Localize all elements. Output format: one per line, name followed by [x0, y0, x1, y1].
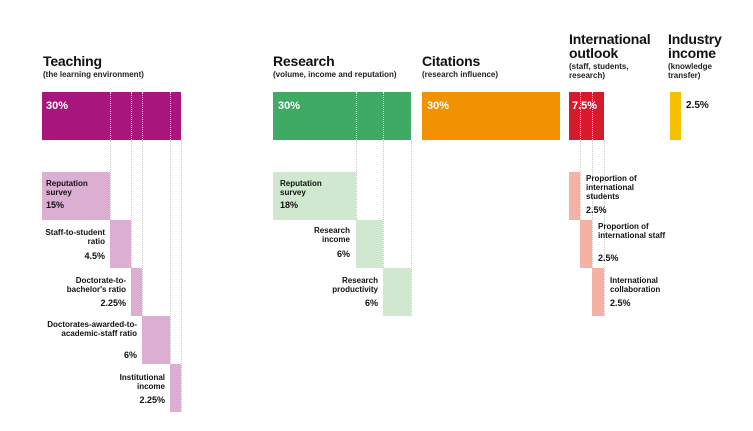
teaching-income-label: Institutional income	[119, 373, 165, 391]
guide-line	[411, 140, 412, 316]
guide-line	[592, 140, 593, 268]
research-subtitle: (volume, income and reputation)	[273, 70, 397, 79]
guide-line	[580, 140, 581, 220]
industry-main-percent: 2.5%	[686, 100, 709, 111]
research-productivity-box	[383, 268, 411, 316]
teaching-reputation-label: Reputation survey	[46, 179, 88, 197]
international-divider	[580, 92, 581, 140]
guide-line	[604, 140, 605, 316]
research-productivity-label: Research productivity	[332, 276, 378, 294]
teaching-doctorates-staff-box	[142, 316, 170, 364]
international-staff-box	[580, 220, 592, 268]
citations-main-percent: 30%	[427, 100, 450, 112]
international-students-box	[569, 172, 580, 220]
international-collaboration-box	[592, 268, 604, 316]
research-income-percent: 6%	[336, 249, 350, 259]
international-collaboration-label: International collaboration	[610, 276, 661, 294]
teaching-main-percent: 30%	[46, 100, 69, 112]
international-collaboration-percent: 2.5%	[610, 298, 631, 308]
guide-line	[356, 140, 357, 220]
citations-title: Citations	[422, 53, 481, 69]
teaching-doctorate-bachelor-box	[131, 268, 142, 316]
teaching-staff-ratio-percent: 4.5%	[84, 251, 105, 261]
teaching-income-percent: 2.25%	[139, 395, 165, 405]
research-income-label: Research income	[313, 226, 350, 244]
citations-subtitle: (research influence)	[422, 70, 499, 79]
citations-main-bar: 30%	[422, 92, 560, 140]
teaching-divider	[131, 92, 132, 140]
research-divider	[383, 92, 384, 140]
international-staff-percent: 2.5%	[598, 253, 619, 263]
guide-line	[170, 140, 171, 364]
industry-subtitle: (knowledge transfer)	[668, 62, 713, 80]
teaching-reputation-percent: 15%	[46, 200, 65, 210]
teaching-divider	[110, 92, 111, 140]
teaching-income-box	[170, 364, 181, 412]
research-reputation-label: Reputation survey	[280, 179, 322, 197]
guide-line	[110, 140, 111, 220]
teaching-doctorate-bachelor-percent: 2.25%	[100, 298, 126, 308]
industry-main-bar	[670, 92, 681, 140]
research-divider	[356, 92, 357, 140]
teaching-doctorates-staff-percent: 6%	[123, 350, 137, 360]
industry-title: Industry income	[668, 31, 722, 61]
research-reputation-box: Reputation survey 18%	[273, 172, 356, 220]
teaching-reputation-box: Reputation survey 15%	[42, 172, 110, 220]
guide-line	[181, 140, 182, 412]
research-main-bar: 30%	[273, 92, 411, 140]
teaching-main-bar: 30%	[42, 92, 181, 140]
international-students-label: Proportion of international students	[586, 174, 637, 201]
research-title: Research	[273, 53, 335, 69]
teaching-doctorate-bachelor-label: Doctorate-to-bachelor's ratio	[66, 276, 126, 294]
international-students-percent: 2.5%	[586, 205, 607, 215]
international-staff-label: Proportion of international staff	[598, 222, 666, 240]
teaching-subtitle: (the learning environment)	[43, 70, 144, 79]
research-income-box	[356, 220, 383, 268]
international-subtitle: (staff, students, research)	[569, 62, 629, 80]
teaching-divider	[170, 92, 171, 140]
international-main-bar: 7.5%	[569, 92, 604, 140]
teaching-divider	[142, 92, 143, 140]
guide-line	[142, 140, 143, 316]
guide-line	[383, 140, 384, 268]
research-productivity-percent: 6%	[364, 298, 378, 308]
international-title: International outlook	[569, 31, 651, 61]
research-reputation-percent: 18%	[280, 200, 299, 210]
international-divider	[592, 92, 593, 140]
research-main-percent: 30%	[278, 100, 301, 112]
teaching-staff-ratio-label: Staff-to-student ratio	[45, 228, 105, 246]
guide-line	[131, 140, 132, 268]
teaching-staff-ratio-box	[110, 220, 131, 268]
international-main-percent: 7.5%	[572, 100, 598, 112]
teaching-title: Teaching	[43, 53, 102, 69]
teaching-doctorates-staff-label: Doctorates-awarded-to-academic-staff rat…	[47, 320, 137, 338]
